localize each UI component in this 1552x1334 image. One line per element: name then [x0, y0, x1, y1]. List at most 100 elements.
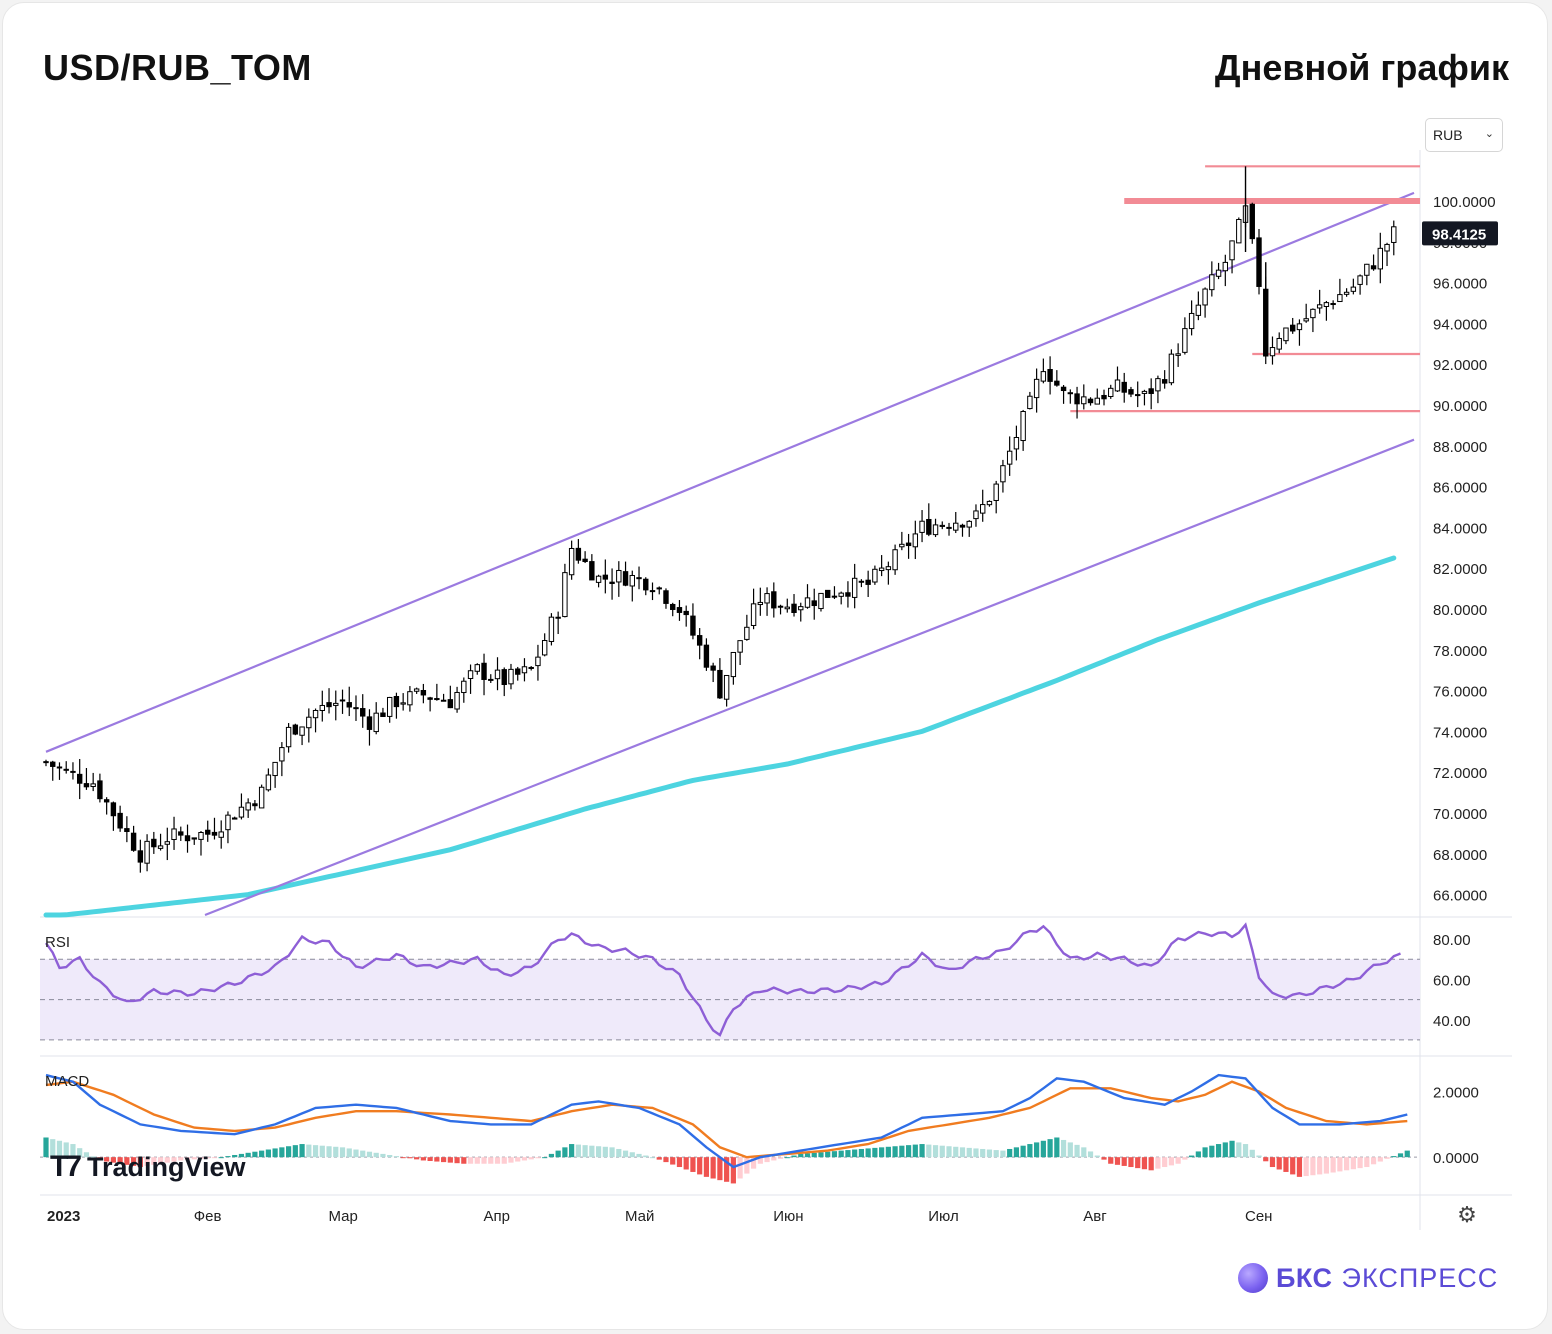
- macd-histogram-bar: [454, 1157, 460, 1164]
- macd-histogram-bar: [238, 1153, 245, 1158]
- macd-histogram-bar: [737, 1157, 743, 1179]
- candle-body: [508, 668, 514, 685]
- candle-body: [1337, 294, 1343, 303]
- macd-histogram-bar: [1155, 1157, 1161, 1169]
- macd-histogram-bar: [905, 1145, 912, 1158]
- candle-body: [1370, 265, 1377, 270]
- macd-histogram-bar: [1007, 1148, 1013, 1158]
- macd-histogram-bar: [292, 1145, 298, 1158]
- macd-histogram-bar: [434, 1157, 440, 1162]
- candle-body: [454, 691, 460, 710]
- macd-histogram-bar: [131, 1157, 137, 1166]
- candle-body: [905, 542, 912, 547]
- macd-histogram-bar: [1047, 1139, 1053, 1158]
- macd-histogram-bar: [986, 1149, 993, 1158]
- macd-histogram-bar: [1135, 1157, 1141, 1169]
- macd-histogram-bar: [609, 1147, 615, 1158]
- candle-body: [1006, 450, 1013, 465]
- macd-histogram-bar: [825, 1151, 831, 1158]
- candle-body: [360, 708, 366, 717]
- macd-histogram-bar: [407, 1157, 413, 1159]
- macd-histogram-bar: [939, 1145, 945, 1158]
- macd-histogram-bar: [1013, 1147, 1020, 1158]
- candle-body: [231, 817, 238, 820]
- candle-body: [1108, 387, 1114, 397]
- macd-histogram-bar: [1128, 1157, 1134, 1168]
- candle-body: [912, 533, 919, 548]
- macd-histogram-bar: [690, 1157, 696, 1172]
- macd-histogram-bar: [764, 1157, 770, 1163]
- candle-body: [609, 581, 615, 584]
- candle-body: [602, 574, 609, 580]
- time-tick-label: Июн: [773, 1208, 803, 1225]
- candle-body: [144, 840, 150, 864]
- currency-select[interactable]: RUB ⌄: [1425, 118, 1503, 152]
- candle-body: [103, 799, 110, 803]
- candle-body: [1357, 275, 1363, 285]
- macd-histogram-bar: [643, 1155, 649, 1158]
- macd-histogram-bar: [70, 1144, 76, 1158]
- candle-body: [926, 518, 932, 535]
- candle-body: [1195, 304, 1202, 316]
- candle-body: [953, 522, 959, 531]
- rsi-tick-label: 40.00: [1433, 1013, 1471, 1030]
- footer-brand: БКС ЭКСПРЕСС: [1238, 1262, 1498, 1294]
- macd-histogram-bar: [831, 1151, 838, 1158]
- candle-body: [663, 590, 669, 604]
- candle-body: [777, 605, 784, 608]
- macd-histogram-bar: [872, 1147, 878, 1158]
- candle-body: [1101, 394, 1107, 400]
- macd-histogram-bar: [353, 1149, 359, 1158]
- macd-histogram-bar: [461, 1157, 467, 1164]
- macd-histogram-bar: [312, 1145, 319, 1158]
- macd-histogram-bar: [1081, 1147, 1087, 1158]
- candle-body: [804, 597, 811, 608]
- candle-body: [939, 524, 945, 527]
- macd-histogram-bar: [414, 1157, 420, 1160]
- macd-histogram-bar: [1027, 1144, 1033, 1158]
- macd-line: [45, 1073, 1408, 1169]
- candle-body: [1276, 337, 1282, 350]
- price-tick-label: 86.0000: [1433, 480, 1487, 497]
- candle-body: [1303, 318, 1309, 322]
- price-tick-label: 100.0000: [1433, 194, 1496, 211]
- macd-histogram-bar: [710, 1157, 716, 1179]
- candle-body: [562, 572, 568, 618]
- candle-body: [865, 579, 871, 585]
- macd-histogram-bar: [272, 1148, 278, 1158]
- candle-body: [589, 561, 595, 581]
- macd-histogram-bar: [481, 1157, 487, 1164]
- candle-body: [265, 774, 272, 791]
- macd-histogram-bar: [946, 1146, 952, 1158]
- macd-histogram-bar: [670, 1157, 676, 1165]
- candle-body: [1054, 380, 1060, 386]
- candle-body: [986, 500, 993, 506]
- rsi-tick-label: 80.00: [1433, 932, 1471, 949]
- macd-histogram-bar: [858, 1148, 865, 1158]
- macd-histogram-bar: [744, 1157, 750, 1174]
- macd-histogram-bar: [616, 1148, 622, 1158]
- candle-body: [43, 761, 49, 764]
- candle-body: [211, 831, 218, 836]
- candle-body: [535, 656, 541, 667]
- macd-histogram-bar: [104, 1157, 110, 1162]
- gear-icon[interactable]: ⚙: [1457, 1202, 1477, 1227]
- candle-body: [636, 577, 642, 580]
- price-tick-label: 96.0000: [1433, 276, 1487, 293]
- price-tick-label: 80.0000: [1433, 602, 1487, 619]
- candle-body: [1249, 203, 1255, 240]
- macd-histogram-bar: [1034, 1142, 1040, 1158]
- candle-body: [622, 571, 629, 586]
- candle-body: [582, 558, 588, 563]
- macd-histogram-bar: [555, 1150, 561, 1158]
- candle-body: [703, 644, 710, 668]
- macd-histogram-bar: [1222, 1142, 1228, 1158]
- candle-body: [501, 669, 507, 686]
- macd-histogram-bar: [171, 1157, 177, 1162]
- macd-histogram-bar: [1202, 1147, 1208, 1158]
- price-tick-label: 74.0000: [1433, 724, 1487, 741]
- macd-histogram-bar: [380, 1153, 386, 1158]
- candle-body: [757, 601, 764, 606]
- candle-body: [1350, 286, 1357, 292]
